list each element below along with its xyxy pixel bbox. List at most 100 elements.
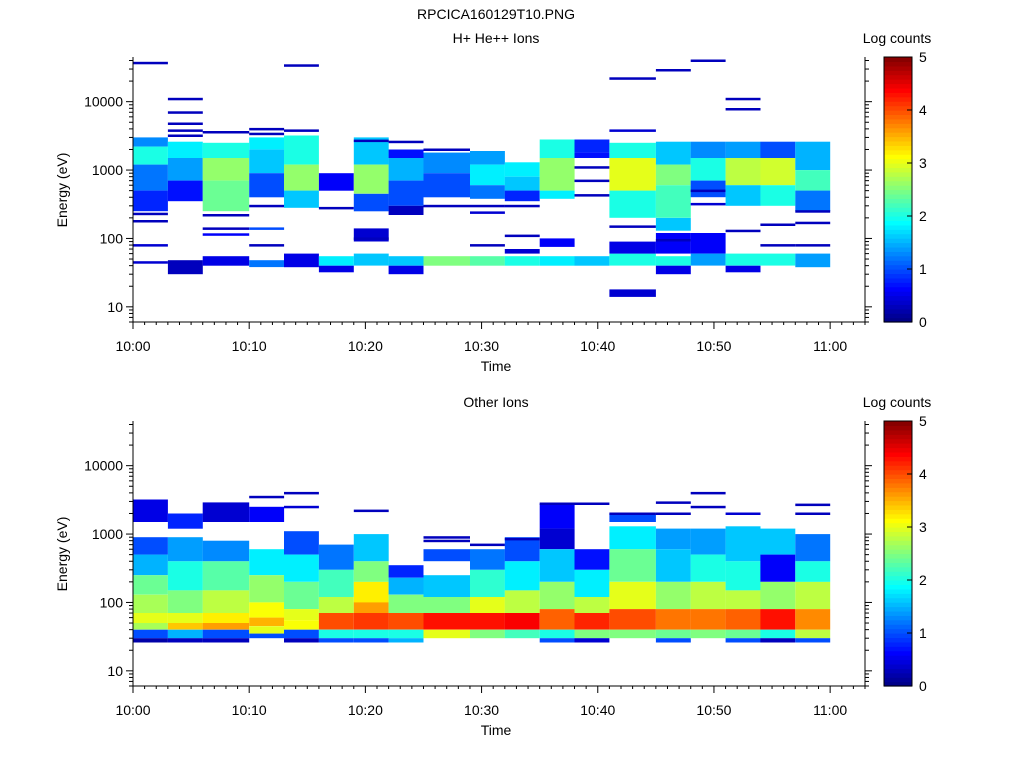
spectrogram-cell [284, 609, 319, 621]
spectrogram-cell [353, 534, 389, 562]
spectrogram-line [167, 122, 203, 125]
spectrogram-line [284, 491, 319, 495]
spectrogram-cell [574, 139, 610, 153]
colorbar-segment [884, 421, 912, 427]
colorbar-segment [884, 224, 912, 230]
spectrogram-cell [539, 549, 575, 582]
colorbar-segment [884, 469, 912, 475]
spectrogram-line [504, 234, 540, 238]
colorbar-tick-label: 3 [919, 519, 927, 535]
spectrogram-cell [167, 180, 203, 202]
spectrogram-cell [167, 623, 203, 630]
spectrogram-line [609, 225, 656, 228]
spectrogram-cell [202, 561, 250, 591]
spectrogram-cell [133, 638, 168, 643]
colorbar-segment [884, 114, 912, 120]
spectrogram-cell [167, 260, 203, 275]
colorbar-segment [884, 255, 912, 261]
spectrogram-cell [539, 528, 575, 550]
spectrogram-cell [609, 253, 656, 266]
spectrogram-cell [725, 629, 761, 639]
colorbar-segment [884, 597, 912, 603]
spectrogram-cell [353, 253, 389, 266]
spectrogram-cell [470, 185, 505, 199]
x-tick-label: 10:20 [348, 702, 383, 718]
spectrogram-cell [284, 620, 319, 630]
spectrogram-cell [353, 613, 389, 630]
spectrogram-cell [470, 549, 505, 570]
colorbar-segment [884, 633, 912, 639]
spectrogram-cell [539, 256, 575, 266]
spectrogram-cell [539, 581, 575, 610]
x-tick-label: 10:50 [696, 338, 731, 354]
colorbar-segment [884, 465, 912, 471]
spectrogram-cell [318, 569, 354, 597]
colorbar-segment [884, 269, 912, 275]
spectrogram-cell [655, 185, 691, 218]
spectrogram-cell [249, 506, 285, 522]
spectrogram-cell [760, 158, 796, 186]
colorbar-segment [884, 233, 912, 239]
spectrogram-line [202, 233, 250, 236]
spectrogram-cell [795, 581, 831, 610]
spectrogram-cell [249, 149, 285, 174]
spectrogram-cell [574, 152, 610, 158]
spectrogram-cell [760, 638, 796, 643]
spectrogram-cell [690, 554, 726, 582]
spectrogram-cell [609, 581, 656, 610]
spectrogram-line [655, 512, 691, 515]
spectrogram-cell [609, 158, 656, 191]
spectrogram-cell [725, 141, 761, 158]
spectrogram-cell [470, 629, 505, 639]
x-tick-label: 10:30 [464, 338, 499, 354]
spectrogram-cell [318, 173, 354, 191]
colorbar-segment [884, 655, 912, 661]
colorbar-segment [884, 549, 912, 555]
spectrogram-line [353, 237, 389, 240]
spectrogram-line [574, 194, 610, 197]
spectrogram-cell [318, 629, 354, 639]
colorbar-tick-label: 5 [919, 413, 927, 429]
spectrogram-cell [795, 561, 831, 582]
spectrogram-cell [725, 609, 761, 630]
spectrogram-cell [655, 141, 691, 165]
spectrogram-line [655, 69, 691, 72]
spectrogram-cell [470, 256, 505, 266]
y-tick-label: 100 [100, 594, 124, 610]
spectrogram-line [353, 509, 389, 513]
colorbar-segment [884, 202, 912, 208]
spectrogram-cell [423, 549, 470, 562]
colorbar-segment [884, 451, 912, 457]
spectrogram-cell [655, 609, 691, 630]
colorbar-segment [884, 65, 912, 71]
spectrogram-cell [133, 537, 168, 555]
spectrogram-cell [202, 638, 250, 643]
spectrogram-line [470, 244, 505, 247]
spectrogram-line [133, 212, 168, 216]
spectrogram-cell [655, 581, 691, 610]
colorbar-segment [884, 260, 912, 266]
spectrogram-cell [167, 537, 203, 562]
spectrogram-cell [202, 540, 250, 562]
spectrogram-line [574, 179, 610, 183]
spectrogram-line [504, 204, 540, 208]
spectrogram-cell [249, 260, 285, 268]
colorbar-segment [884, 628, 912, 634]
spectrogram-cell [725, 185, 761, 206]
spectrogram-cell [504, 190, 540, 202]
spectrogram-cell [609, 190, 656, 218]
colorbar: 0 1 2 3 4 5 [883, 49, 927, 330]
colorbar-segment [884, 176, 912, 182]
spectrogram-cell [353, 602, 389, 613]
x-tick-label: 10:40 [580, 338, 615, 354]
spectrogram-cell [690, 581, 726, 610]
spectrogram-plot: 10 100 1000 10000 10:00 10:10 10:20 10:30 10:40 1… [84, 57, 872, 354]
colorbar-segment [884, 425, 912, 431]
spectrogram-cell [423, 173, 470, 198]
colorbar-segment [884, 145, 912, 151]
colorbar-segment [884, 308, 912, 314]
colorbar-segment [884, 83, 912, 89]
colorbar-segment [884, 615, 912, 621]
spectrogram-cell [795, 253, 831, 268]
